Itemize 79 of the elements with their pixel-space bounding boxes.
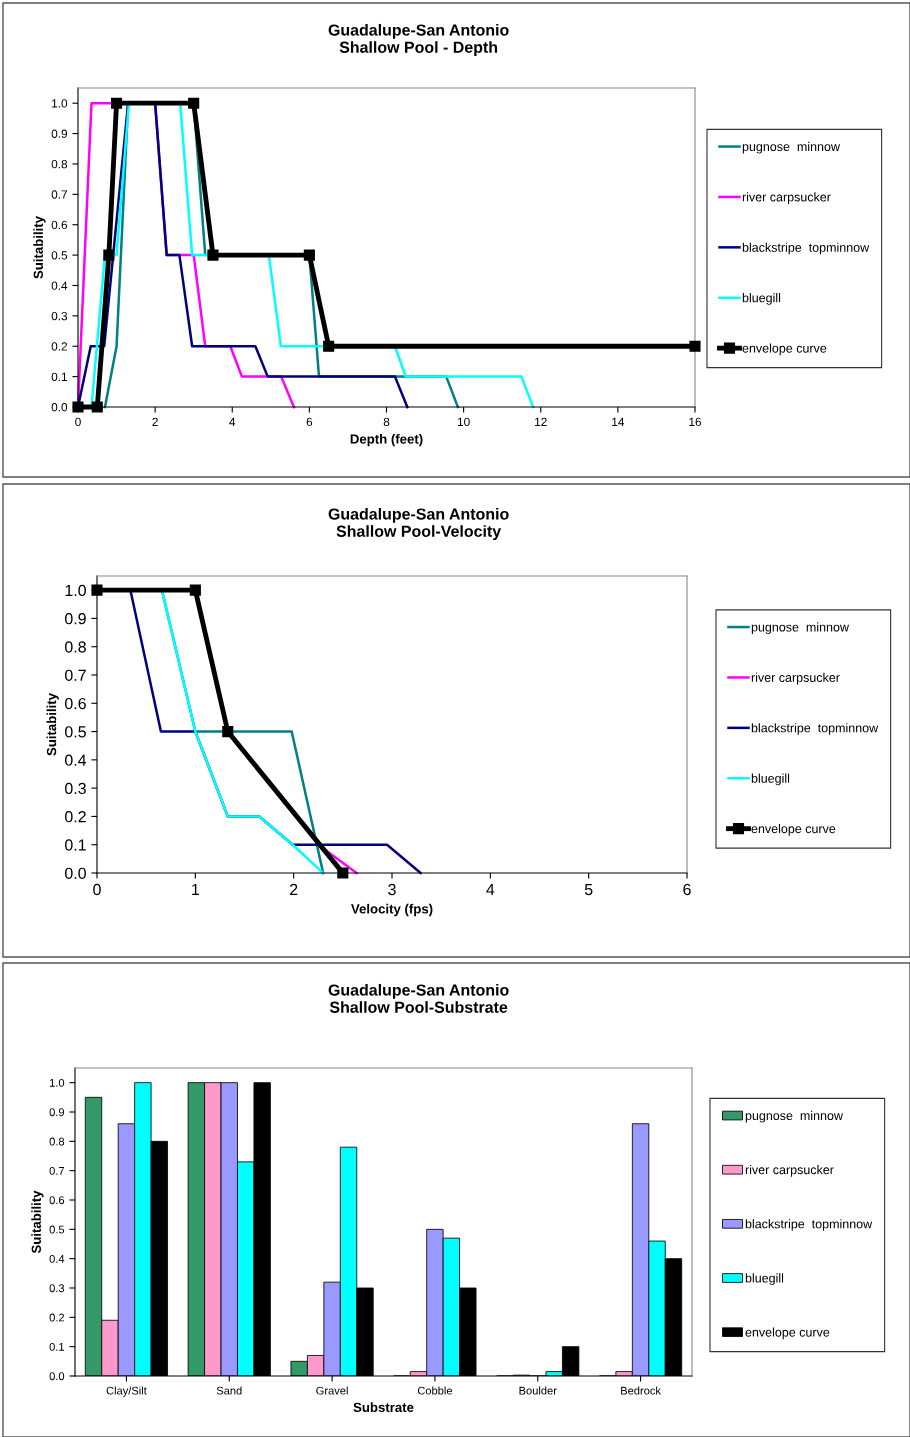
chart-title: Guadalupe-San Antonio Shallow Pool-Velocity xyxy=(328,507,509,541)
legend-label: blackstripe topminnow xyxy=(745,1219,873,1231)
legend-label: envelope curve xyxy=(745,1327,830,1340)
legend-label: river carpsucker xyxy=(742,192,831,204)
x-tick-label: 14 xyxy=(612,417,625,426)
y-tick-label: 0.6 xyxy=(49,1196,65,1205)
x-tick-label: Bedrock xyxy=(621,1386,661,1395)
y-tick-label: 0.3 xyxy=(49,1284,65,1293)
y-tick-label: 0.5 xyxy=(49,1225,65,1234)
y-tick-label: 0.0 xyxy=(49,1372,65,1381)
y-tick-label: 0.1 xyxy=(65,839,86,851)
x-tick-label: 10 xyxy=(457,417,470,427)
legend-label: bluegill xyxy=(751,773,790,786)
chart-title: Guadalupe-San Antonio Shallow Pool-Substrate xyxy=(328,983,509,1013)
x-tick-label: Boulder xyxy=(519,1386,557,1395)
x-tick-label: 4 xyxy=(486,884,495,895)
x-tick-label: 12 xyxy=(535,417,547,426)
legend-label: bluegill xyxy=(742,293,781,305)
x-tick-label: Clay/Silt xyxy=(106,1386,147,1397)
y-tick-label: 0.9 xyxy=(65,613,86,625)
y-tick-label: 0.8 xyxy=(65,641,86,653)
y-tick-label: 0.4 xyxy=(65,754,87,766)
y-tick-label: 0.2 xyxy=(51,342,67,351)
x-tick-label: 16 xyxy=(689,417,702,427)
legend-label: river carpsucker xyxy=(751,672,840,685)
y-tick-label: 0.7 xyxy=(51,190,67,199)
y-tick-label: 0.0 xyxy=(51,403,68,412)
y-axis-title: Suitability xyxy=(46,693,59,756)
y-tick-label: 1.0 xyxy=(52,99,68,108)
y-tick-label: 1.0 xyxy=(49,1078,65,1087)
x-axis-title: Velocity (fps) xyxy=(351,903,433,917)
legend-label: envelope curve xyxy=(751,823,836,836)
y-tick-label: 0.1 xyxy=(51,372,68,382)
x-axis-title: Depth (feet) xyxy=(350,433,423,447)
y-tick-label: 0.1 xyxy=(49,1342,65,1351)
legend-label: blackstripe topminnow xyxy=(751,723,879,735)
y-tick-label: 0.0 xyxy=(65,867,86,879)
y-tick-label: 0.4 xyxy=(51,281,68,290)
legend-label: bluegill xyxy=(745,1273,784,1285)
x-tick-label: 3 xyxy=(388,883,396,896)
legend-label: pugnose minnow xyxy=(745,1110,844,1123)
chart-title: Guadalupe-San Antonio Shallow Pool - Depth xyxy=(328,23,509,57)
y-tick-label: 0.7 xyxy=(49,1166,65,1175)
y-tick-label: 0.8 xyxy=(49,1137,65,1146)
y-tick-label: 0.8 xyxy=(51,159,68,169)
legend-label: river carpsucker xyxy=(745,1165,834,1177)
x-axis-title: Substrate xyxy=(353,1402,414,1413)
y-tick-label: 0.7 xyxy=(65,669,86,681)
x-tick-label: 6 xyxy=(306,417,313,427)
x-tick-label: 0 xyxy=(75,417,81,427)
legend-label: envelope curve xyxy=(742,343,827,356)
y-tick-label: 0.5 xyxy=(51,251,68,260)
y-tick-label: 0.2 xyxy=(49,1313,65,1322)
x-tick-label: 4 xyxy=(229,417,236,426)
y-tick-label: 0.9 xyxy=(51,129,68,138)
legend-label: pugnose minnow xyxy=(742,141,841,154)
x-tick-label: Sand xyxy=(216,1386,242,1395)
legend-label: pugnose minnow xyxy=(751,622,850,635)
y-tick-label: 0.2 xyxy=(65,811,86,823)
x-tick-label: Gravel xyxy=(316,1386,348,1395)
y-tick-label: 0.3 xyxy=(51,311,68,321)
x-tick-label: 1 xyxy=(192,884,199,895)
y-tick-label: 0.5 xyxy=(65,726,86,738)
y-axis-title: Suitability xyxy=(33,216,46,279)
y-axis-title: Suitability xyxy=(31,1190,44,1254)
legend-label: blackstripe topminnow xyxy=(742,242,870,255)
x-tick-label: 2 xyxy=(290,883,298,895)
y-tick-label: 1.0 xyxy=(65,584,86,597)
y-tick-label: 0.6 xyxy=(51,220,68,230)
y-tick-label: 0.3 xyxy=(65,782,86,795)
y-tick-label: 0.4 xyxy=(49,1254,65,1263)
y-tick-label: 0.6 xyxy=(65,697,86,710)
x-tick-label: 5 xyxy=(584,884,593,896)
y-tick-label: 0.9 xyxy=(49,1108,65,1117)
x-tick-label: 8 xyxy=(383,417,390,427)
x-tick-label: 2 xyxy=(152,417,158,426)
x-tick-label: Cobble xyxy=(417,1386,453,1395)
x-tick-label: 6 xyxy=(683,883,691,896)
x-tick-label: 0 xyxy=(93,883,101,896)
